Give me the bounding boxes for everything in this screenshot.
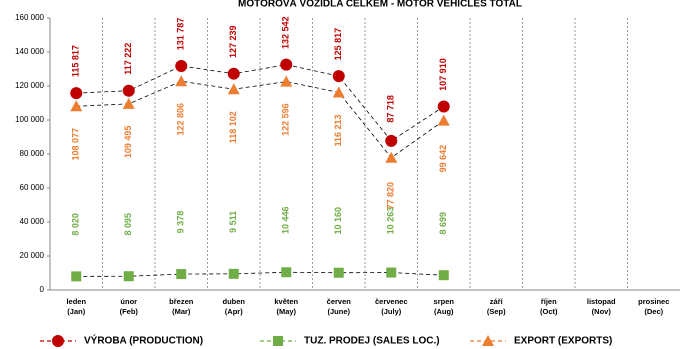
series-line bbox=[76, 80, 444, 159]
marker bbox=[70, 100, 83, 112]
data-label: 8 095 bbox=[123, 213, 133, 236]
x-tick-label: duben (Apr) bbox=[223, 297, 246, 316]
x-tick-label: srpen (Aug) bbox=[434, 297, 455, 316]
marker bbox=[176, 269, 187, 280]
data-label: 108 077 bbox=[71, 128, 81, 161]
y-tick-label: 80 000 bbox=[20, 149, 45, 158]
x-tick-label: červen (June) bbox=[327, 297, 352, 316]
y-tick-label: 20 000 bbox=[20, 251, 45, 260]
legend-label: EXPORT (EXPORTS) bbox=[514, 336, 612, 347]
data-label: 122 596 bbox=[281, 103, 291, 136]
data-label: 10 446 bbox=[281, 206, 291, 234]
data-label: 109 495 bbox=[123, 126, 133, 159]
y-tick-label: 160 000 bbox=[15, 13, 44, 22]
x-tick-label: září (Sep) bbox=[487, 297, 506, 316]
marker bbox=[437, 114, 450, 126]
marker bbox=[280, 75, 293, 87]
data-label: 132 542 bbox=[281, 16, 291, 49]
x-tick-label: červenec (July) bbox=[375, 297, 408, 316]
marker bbox=[228, 268, 239, 279]
y-tick-label: 60 000 bbox=[20, 183, 45, 192]
y-tick-label: 100 000 bbox=[15, 115, 44, 124]
y-tick-label: 40 000 bbox=[20, 217, 45, 226]
marker bbox=[438, 270, 449, 281]
data-label: 127 239 bbox=[228, 25, 238, 58]
data-label: 10 160 bbox=[333, 207, 343, 235]
x-tick-label: březen (Mar) bbox=[169, 297, 194, 316]
chart-title: MOTOROVÁ VOZIDLA CELKEM - MOTOR VEHICLES… bbox=[238, 0, 522, 10]
marker bbox=[280, 58, 293, 71]
marker bbox=[332, 86, 345, 98]
marker bbox=[175, 75, 188, 87]
marker bbox=[123, 271, 134, 282]
data-label: 9 378 bbox=[176, 211, 186, 234]
y-tick-label: 140 000 bbox=[15, 47, 44, 56]
x-tick-label: únor (Feb) bbox=[120, 297, 139, 316]
marker bbox=[281, 267, 292, 278]
marker bbox=[70, 87, 83, 100]
marker bbox=[52, 335, 64, 347]
data-label: 107 910 bbox=[438, 58, 448, 91]
data-label: 131 787 bbox=[176, 18, 186, 51]
y-tick-label: 120 000 bbox=[15, 81, 44, 90]
y-tick-label: 0 bbox=[40, 285, 45, 294]
data-label: 117 222 bbox=[123, 43, 133, 75]
marker bbox=[227, 67, 240, 80]
marker bbox=[437, 100, 450, 113]
data-label: 8 020 bbox=[71, 213, 81, 236]
marker bbox=[175, 59, 188, 72]
marker bbox=[273, 336, 283, 346]
data-label: 87 718 bbox=[386, 95, 396, 123]
marker bbox=[332, 70, 345, 83]
series-line bbox=[76, 64, 444, 142]
marker bbox=[386, 267, 397, 278]
data-label: 125 817 bbox=[333, 28, 343, 61]
marker bbox=[122, 84, 135, 97]
data-label: 10 263 bbox=[386, 207, 396, 235]
data-label: 122 806 bbox=[176, 103, 186, 136]
marker bbox=[385, 134, 398, 147]
x-tick-label: leden (Jan) bbox=[66, 297, 86, 316]
marker bbox=[227, 83, 240, 95]
legend-label: VÝROBA (PRODUCTION) bbox=[84, 334, 203, 347]
x-tick-label: listopad (Nov) bbox=[587, 297, 616, 316]
marker bbox=[482, 335, 494, 346]
data-label: 77 820 bbox=[386, 182, 396, 210]
data-label: 118 102 bbox=[228, 111, 238, 143]
marker bbox=[71, 271, 82, 282]
marker bbox=[385, 151, 398, 163]
series-line bbox=[76, 271, 444, 277]
data-label: 115 817 bbox=[71, 45, 81, 77]
x-tick-label: říjen (Oct) bbox=[540, 297, 558, 316]
marker bbox=[333, 267, 344, 278]
x-tick-label: květen (May) bbox=[274, 297, 298, 316]
data-label: 8 699 bbox=[438, 212, 448, 235]
legend-label: TUZ. PRODEJ (SALES LOC.) bbox=[304, 336, 440, 347]
marker bbox=[122, 97, 135, 109]
data-label: 99 642 bbox=[438, 145, 448, 173]
data-label: 9 511 bbox=[228, 211, 238, 233]
x-tick-label: prosinec (Dec) bbox=[638, 297, 669, 316]
data-label: 116 213 bbox=[333, 114, 343, 146]
